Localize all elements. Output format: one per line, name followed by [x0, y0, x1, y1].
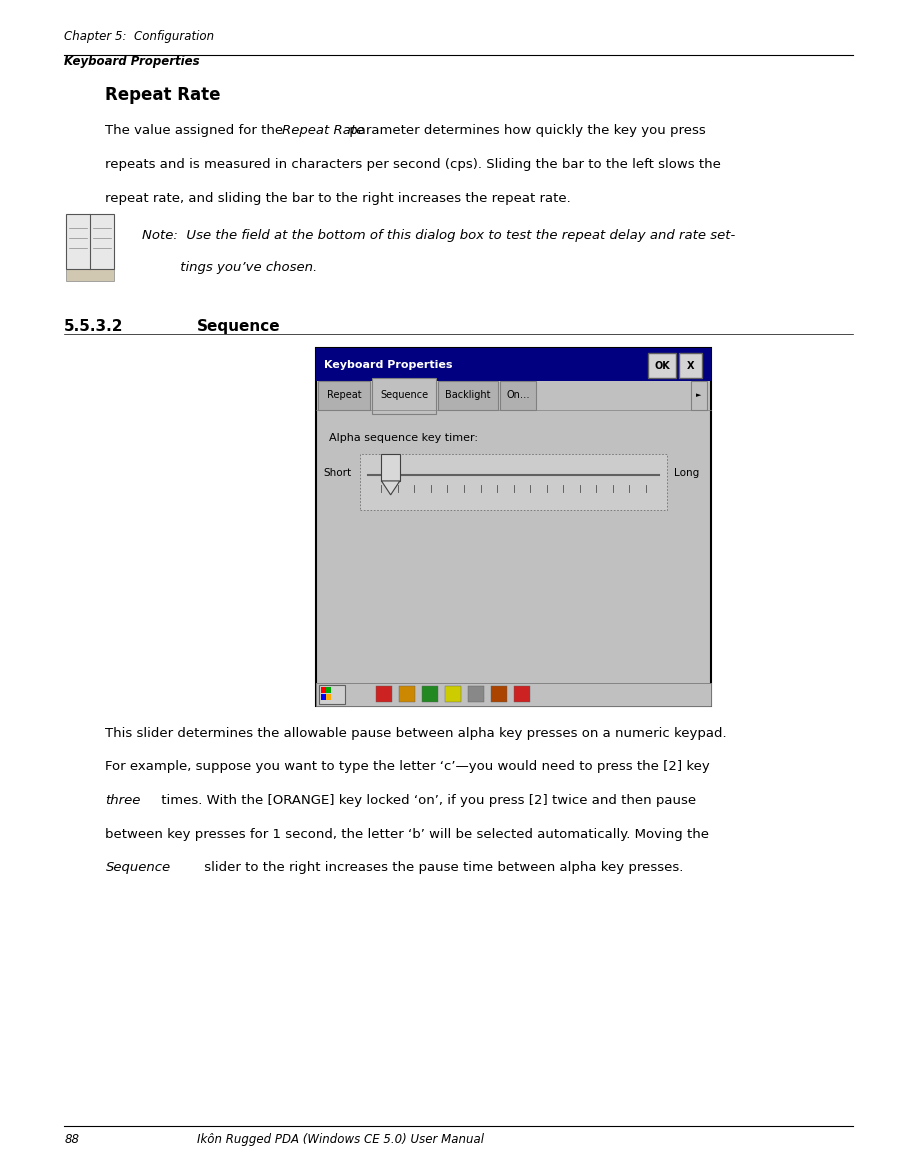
FancyBboxPatch shape: [514, 686, 530, 702]
Text: between key presses for 1 second, the letter ‘b’ will be selected automatically.: between key presses for 1 second, the le…: [105, 828, 710, 841]
Text: Repeat Rate: Repeat Rate: [105, 86, 221, 104]
FancyBboxPatch shape: [321, 694, 326, 700]
FancyBboxPatch shape: [491, 686, 507, 702]
FancyBboxPatch shape: [500, 381, 536, 410]
FancyBboxPatch shape: [438, 381, 498, 410]
Text: repeats and is measured in characters per second (cps). Sliding the bar to the l: repeats and is measured in characters pe…: [105, 158, 722, 171]
Text: On…: On…: [506, 390, 530, 401]
Text: Alpha sequence key timer:: Alpha sequence key timer:: [329, 433, 478, 444]
Text: Backlight: Backlight: [446, 390, 491, 401]
Text: times. With the [ORANGE] key locked ‘on’, if you press [2] twice and then pause: times. With the [ORANGE] key locked ‘on’…: [157, 794, 696, 807]
Text: Short: Short: [324, 468, 352, 478]
FancyBboxPatch shape: [318, 381, 370, 410]
Text: Note:  Use the field at the bottom of this dialog box to test the repeat delay a: Note: Use the field at the bottom of thi…: [142, 229, 735, 241]
Text: tings you’ve chosen.: tings you’ve chosen.: [142, 261, 317, 274]
Text: Ikôn Rugged PDA (Windows CE 5.0) User Manual: Ikôn Rugged PDA (Windows CE 5.0) User Ma…: [197, 1133, 484, 1146]
FancyBboxPatch shape: [422, 686, 438, 702]
Text: Chapter 5:  Configuration: Chapter 5: Configuration: [64, 30, 215, 43]
FancyBboxPatch shape: [66, 214, 114, 269]
Text: 88: 88: [64, 1133, 79, 1146]
Text: slider to the right increases the pause time between alpha key presses.: slider to the right increases the pause …: [200, 861, 683, 874]
FancyBboxPatch shape: [316, 348, 711, 381]
FancyBboxPatch shape: [321, 687, 326, 693]
FancyBboxPatch shape: [679, 353, 702, 378]
FancyBboxPatch shape: [360, 454, 667, 510]
FancyBboxPatch shape: [376, 686, 392, 702]
FancyBboxPatch shape: [326, 687, 331, 693]
Text: three: three: [105, 794, 141, 807]
Text: Repeat Rate: Repeat Rate: [282, 124, 364, 137]
Text: Sequence: Sequence: [105, 861, 171, 874]
FancyBboxPatch shape: [319, 685, 345, 704]
FancyBboxPatch shape: [648, 353, 676, 378]
FancyBboxPatch shape: [691, 381, 707, 410]
Text: Sequence: Sequence: [381, 390, 428, 401]
FancyBboxPatch shape: [316, 348, 711, 706]
FancyBboxPatch shape: [445, 686, 461, 702]
Text: ►: ►: [696, 392, 702, 398]
Text: Keyboard Properties: Keyboard Properties: [64, 55, 200, 67]
Text: The value assigned for the: The value assigned for the: [105, 124, 288, 137]
Polygon shape: [381, 481, 400, 495]
Text: Repeat: Repeat: [327, 390, 361, 401]
FancyBboxPatch shape: [381, 454, 400, 481]
Text: OK: OK: [654, 361, 670, 370]
FancyBboxPatch shape: [326, 694, 331, 700]
Text: This slider determines the allowable pause between alpha key presses on a numeri: This slider determines the allowable pau…: [105, 727, 727, 740]
Text: 5.5.3.2: 5.5.3.2: [64, 319, 124, 334]
FancyBboxPatch shape: [372, 378, 436, 414]
FancyBboxPatch shape: [399, 686, 415, 702]
Text: Keyboard Properties: Keyboard Properties: [324, 360, 452, 369]
FancyBboxPatch shape: [316, 683, 711, 706]
Text: repeat rate, and sliding the bar to the right increases the repeat rate.: repeat rate, and sliding the bar to the …: [105, 192, 571, 204]
Text: For example, suppose you want to type the letter ‘c’—you would need to press the: For example, suppose you want to type th…: [105, 760, 710, 773]
FancyBboxPatch shape: [468, 686, 484, 702]
Text: X: X: [687, 361, 694, 370]
Text: Sequence: Sequence: [197, 319, 281, 334]
Text: parameter determines how quickly the key you press: parameter determines how quickly the key…: [345, 124, 705, 137]
Text: Long: Long: [674, 468, 700, 478]
FancyBboxPatch shape: [66, 267, 114, 281]
